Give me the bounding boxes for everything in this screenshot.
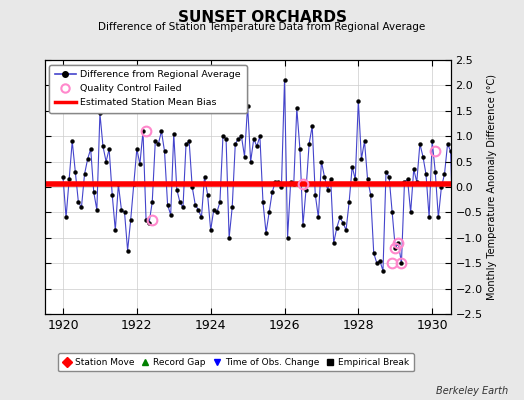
Legend: Difference from Regional Average, Quality Control Failed, Estimated Station Mean: Difference from Regional Average, Qualit… xyxy=(49,65,247,112)
Text: Berkeley Earth: Berkeley Earth xyxy=(436,386,508,396)
Y-axis label: Monthly Temperature Anomaly Difference (°C): Monthly Temperature Anomaly Difference (… xyxy=(487,74,497,300)
Text: SUNSET ORCHARDS: SUNSET ORCHARDS xyxy=(178,10,346,25)
Text: Difference of Station Temperature Data from Regional Average: Difference of Station Temperature Data f… xyxy=(99,22,425,32)
Legend: Station Move, Record Gap, Time of Obs. Change, Empirical Break: Station Move, Record Gap, Time of Obs. C… xyxy=(58,354,414,372)
